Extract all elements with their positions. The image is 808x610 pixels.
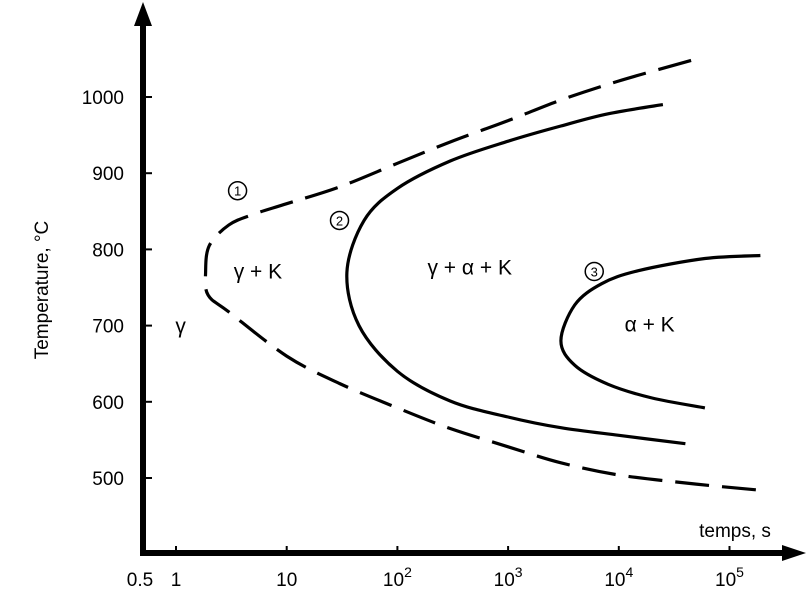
x-tick-label-0: 0.5 — [127, 570, 153, 591]
y-tick-label-1000: 1000 — [82, 88, 124, 109]
x-tick-label-5: 104 — [604, 564, 633, 591]
region-label-1: γ + K — [234, 260, 282, 283]
curve-marker-label-1: 1 — [234, 184, 241, 199]
x-ticks: 0.5 1 10 102 103 104 105 — [127, 546, 744, 591]
curve-marker-1 — [227, 180, 248, 201]
region-label-2: γ + α + K — [427, 257, 512, 280]
curve-marker-2 — [329, 210, 350, 231]
y-tick-label-800: 800 — [92, 240, 124, 261]
y-axis-label: Temperature, °C — [32, 221, 53, 360]
x-tick-label-3: 102 — [383, 564, 412, 591]
curve-1 — [203, 58, 761, 492]
x-tick-label-1: 1 — [171, 570, 182, 591]
region-labels: γ γ + K γ + α + K α + K — [175, 257, 674, 339]
y-tick-label-500: 500 — [92, 469, 124, 490]
y-tick-label-700: 700 — [92, 317, 124, 338]
y-axis-arrow — [134, 2, 152, 26]
x-axis-arrow — [782, 545, 806, 561]
curve-marker-label-2: 2 — [336, 213, 343, 228]
curve-2 — [345, 103, 686, 446]
curves: 1 2 3 — [203, 58, 761, 492]
x-tick-label-2: 10 — [276, 570, 297, 591]
y-tick-label-900: 900 — [92, 164, 124, 185]
x-tick-label-4: 103 — [494, 564, 523, 591]
y-tick-label-600: 600 — [92, 393, 124, 414]
x-axis-label: temps, s — [699, 521, 771, 542]
curve-3 — [559, 253, 761, 410]
x-tick-label-6: 105 — [715, 564, 744, 591]
region-label-0: γ — [175, 315, 186, 338]
y-ticks: 500 600 700 800 900 1000 — [82, 88, 152, 490]
region-label-3: α + K — [625, 314, 675, 337]
curve-marker-3 — [584, 261, 604, 282]
axes — [134, 2, 806, 561]
curve-marker-label-3: 3 — [591, 264, 598, 279]
